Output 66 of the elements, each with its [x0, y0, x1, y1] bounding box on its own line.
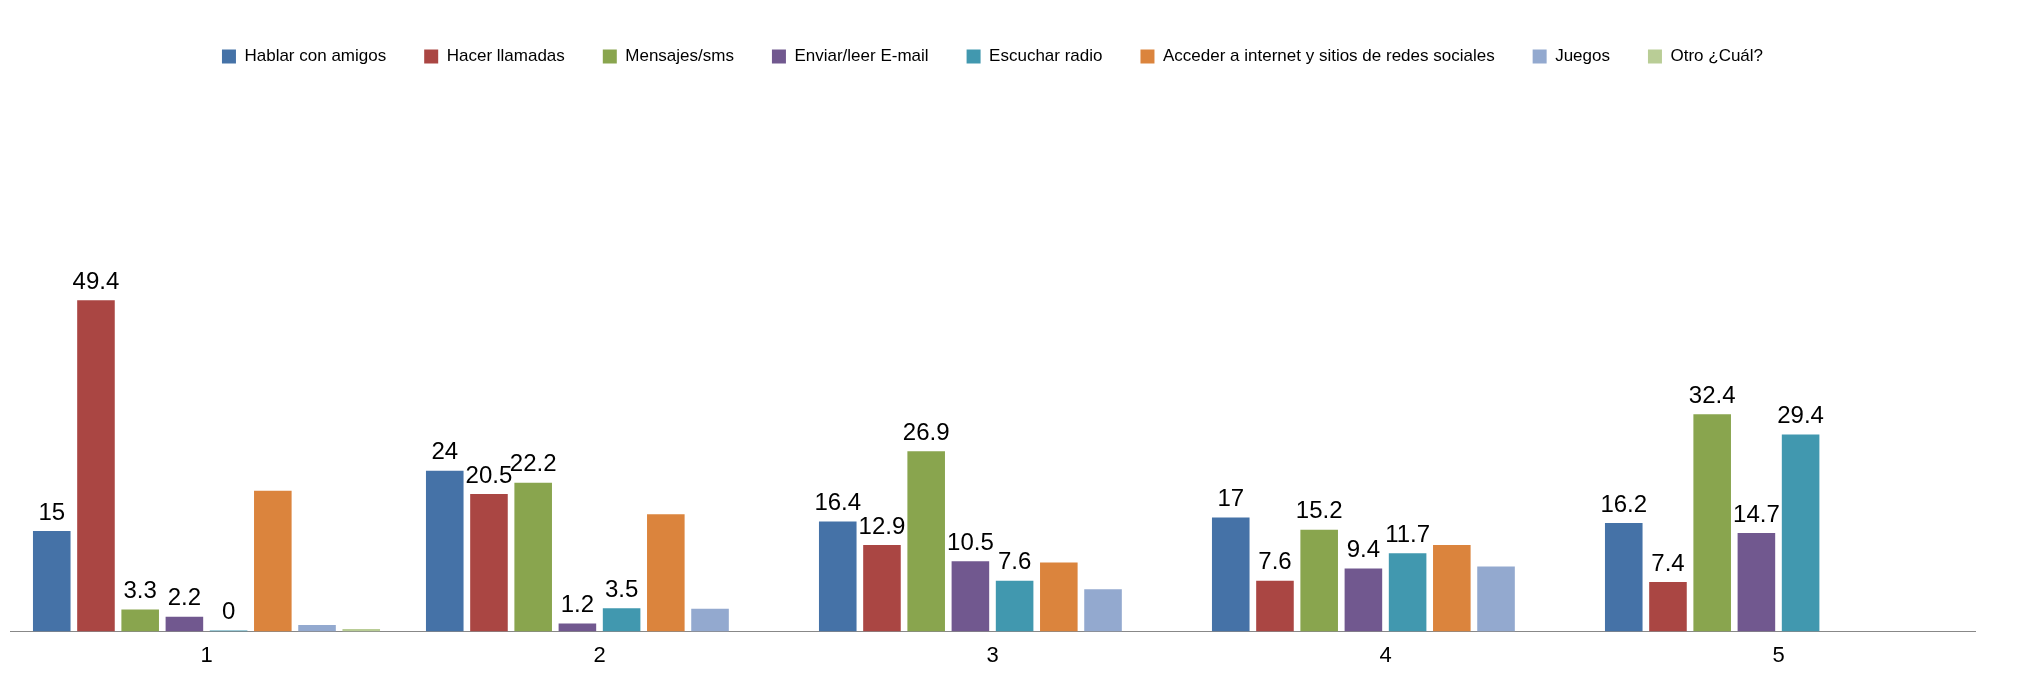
data-label: 15 — [38, 497, 66, 525]
bar — [1256, 580, 1294, 632]
bar — [691, 608, 729, 632]
bar — [1433, 545, 1471, 632]
bar — [1211, 517, 1250, 632]
bar — [1084, 589, 1122, 632]
bar — [1477, 566, 1515, 632]
data-label: 29.4 — [1777, 401, 1824, 429]
bar — [995, 580, 1034, 632]
bar — [1344, 568, 1383, 632]
data-label: 26.9 — [902, 417, 950, 445]
data-label: 16.2 — [1600, 489, 1648, 517]
bar — [254, 490, 292, 632]
data-label: 9.4 — [1346, 535, 1381, 563]
data-label: 17 — [1217, 484, 1245, 512]
data-label: 3.5 — [604, 574, 639, 602]
bar — [863, 545, 901, 632]
bar — [1649, 581, 1687, 632]
data-label: 11.7 — [1385, 519, 1431, 547]
bar — [602, 608, 641, 632]
x-tick-label: 4 — [1379, 641, 1392, 667]
bar — [1388, 553, 1427, 632]
bar — [470, 494, 508, 632]
x-tick-label: 1 — [200, 641, 213, 667]
legend-label: Hablar con amigos — [244, 46, 387, 66]
bar — [1693, 414, 1731, 632]
bar — [32, 531, 71, 632]
bar — [1781, 434, 1820, 632]
bar — [121, 609, 159, 632]
bar — [77, 300, 115, 632]
data-label: 0 — [221, 597, 236, 625]
bar — [818, 521, 857, 632]
data-label: 10.5 — [947, 527, 994, 555]
bar — [165, 616, 204, 632]
data-label: 14.7 — [1733, 499, 1780, 527]
data-label: 7.4 — [1651, 548, 1685, 576]
legend-label: Otro ¿Cuál? — [1670, 46, 1764, 66]
legend-label: Hacer llamadas — [446, 46, 565, 66]
data-label: 7.6 — [997, 547, 1032, 575]
bar — [298, 624, 336, 632]
bar — [907, 451, 945, 632]
x-tick-label: 3 — [986, 641, 999, 667]
data-label: 20.5 — [465, 460, 513, 488]
legend-label: Escuchar radio — [989, 46, 1103, 66]
data-label: 15.2 — [1295, 496, 1343, 524]
legend-label: Juegos — [1555, 46, 1610, 66]
legend-label: Mensajes/sms — [625, 46, 734, 66]
bar — [425, 470, 464, 632]
bar — [1300, 529, 1338, 632]
legend-label: Acceder a internet y sitios de redes sociales — [1162, 46, 1495, 66]
data-label: 32.4 — [1688, 380, 1736, 408]
legend-label: Enviar/leer E-mail — [794, 46, 929, 66]
x-tick-label: 5 — [1772, 641, 1785, 667]
x-tick-label: 2 — [593, 641, 606, 667]
bar — [1604, 522, 1643, 632]
bar — [1737, 533, 1776, 632]
bar — [647, 514, 685, 632]
data-label: 2.2 — [167, 583, 202, 611]
bar — [1040, 562, 1078, 632]
bar — [514, 482, 552, 632]
data-label: 1.2 — [560, 590, 595, 618]
data-label: 3.3 — [123, 576, 157, 604]
data-label: 7.6 — [1258, 547, 1292, 575]
data-label: 49.4 — [72, 266, 120, 294]
bar — [951, 561, 990, 632]
data-label: 24 — [431, 437, 459, 465]
